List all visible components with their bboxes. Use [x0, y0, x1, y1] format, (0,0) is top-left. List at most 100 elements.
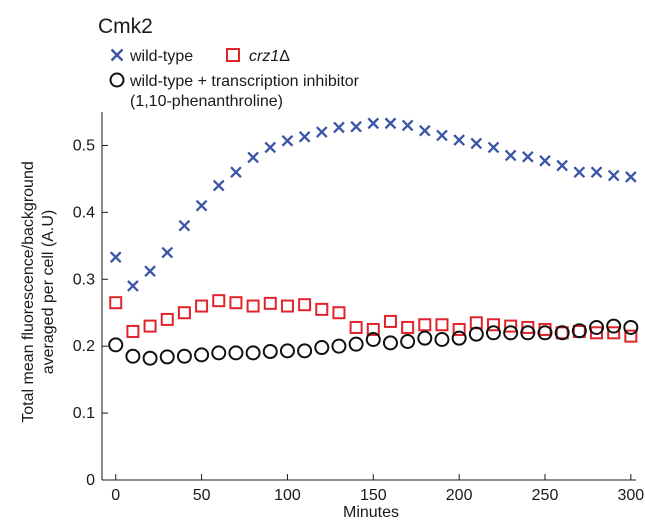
data-point-wild-type	[436, 129, 448, 142]
x-ticks: 0 50 100 150 200 250 300	[111, 474, 644, 504]
data-point-wild-type	[109, 251, 122, 264]
data-point-inhibitor	[365, 331, 381, 347]
data-point-wild-type	[350, 120, 362, 133]
data-point-inhibitor	[314, 340, 330, 356]
x-tick-label: 150	[360, 487, 387, 504]
data-point-wild-type	[195, 199, 208, 212]
legend-marker-crz1	[226, 48, 240, 62]
x-tick-label: 200	[446, 487, 473, 504]
data-point-inhibitor	[228, 345, 244, 361]
data-point-wild-type	[178, 219, 191, 232]
data-point-crz1	[177, 306, 191, 320]
data-point-crz1	[280, 299, 294, 313]
data-point-inhibitor	[554, 325, 570, 341]
data-point-crz1	[315, 302, 329, 316]
data-point-wild-type	[333, 121, 345, 134]
data-point-inhibitor	[606, 318, 622, 334]
data-point-crz1	[229, 296, 243, 310]
data-point-crz1	[298, 298, 312, 312]
data-point-crz1	[452, 322, 466, 336]
y-tick-label: 0.3	[73, 271, 95, 288]
data-point-wild-type	[367, 117, 380, 130]
data-point-crz1	[401, 320, 415, 334]
data-point-wild-type	[556, 159, 568, 172]
legend-marker-wild-type	[110, 48, 124, 62]
y-tick-label: 0.4	[73, 204, 95, 221]
data-point-inhibitor	[485, 325, 501, 341]
y-axis-label: Total mean fluorescence/background avera…	[20, 161, 57, 423]
data-point-inhibitor	[537, 325, 553, 341]
x-tick-label: 250	[532, 487, 559, 504]
series-2	[108, 318, 639, 366]
data-point-crz1	[143, 319, 157, 333]
data-point-inhibitor	[571, 323, 587, 339]
data-point-wild-type	[487, 141, 500, 154]
data-point-wild-type	[315, 126, 328, 138]
data-point-inhibitor	[159, 349, 175, 365]
data-point-inhibitor	[623, 319, 639, 335]
legend-marker-inhibitor	[109, 72, 125, 88]
data-point-inhibitor	[176, 348, 192, 364]
data-point-inhibitor	[211, 345, 227, 361]
data-point-crz1	[109, 296, 123, 310]
x-tick-label: 300	[617, 487, 644, 504]
data-point-wild-type	[230, 166, 242, 179]
x-tick-label: 100	[274, 487, 301, 504]
data-point-crz1	[195, 299, 209, 313]
data-point-crz1	[332, 306, 346, 320]
data-point-wild-type	[625, 171, 637, 183]
data-point-inhibitor	[400, 333, 416, 349]
chart-title: Cmk2	[98, 15, 153, 38]
data-point-wild-type	[470, 137, 483, 150]
data-point-inhibitor	[331, 338, 347, 354]
data-point-crz1	[383, 314, 397, 328]
x-axis-label: Minutes	[343, 504, 399, 521]
data-point-wild-type	[453, 134, 465, 146]
y-ticks: 0 0.1 0.2 0.3 0.4 0.5	[73, 137, 108, 489]
data-point-inhibitor	[451, 330, 467, 346]
data-point-crz1	[263, 296, 277, 310]
data-point-crz1	[349, 320, 363, 334]
y-tick-label: 0	[86, 472, 95, 489]
data-point-wild-type	[522, 151, 534, 163]
y-tick-label: 0.2	[73, 338, 95, 355]
data-point-wild-type	[264, 141, 277, 154]
data-point-inhibitor	[108, 337, 124, 353]
y-tick-label: 0.5	[73, 137, 95, 154]
data-point-crz1	[435, 318, 449, 332]
plot-points	[108, 117, 639, 366]
data-point-wild-type	[247, 151, 259, 164]
y-tick-label: 0.1	[73, 405, 95, 422]
data-point-crz1	[590, 326, 604, 340]
data-point-wild-type	[607, 169, 620, 182]
data-point-inhibitor	[279, 343, 295, 359]
data-point-wild-type	[504, 149, 517, 162]
data-point-wild-type	[573, 166, 586, 179]
data-point-inhibitor	[245, 345, 261, 361]
data-point-inhibitor	[194, 347, 210, 363]
legend: wild-type crz1Δ wild-type + transcriptio…	[109, 48, 360, 110]
legend-label-wild-type: wild-type	[129, 48, 193, 65]
data-point-inhibitor	[589, 319, 605, 335]
data-point-crz1	[624, 329, 638, 343]
data-point-crz1	[246, 299, 260, 313]
data-point-crz1	[212, 294, 226, 308]
x-tick-label: 0	[111, 487, 120, 504]
data-point-wild-type	[418, 124, 431, 137]
data-point-wild-type	[127, 280, 139, 292]
data-point-crz1	[366, 322, 380, 336]
data-point-wild-type	[384, 117, 397, 130]
legend-label-inhibitor: wild-type + transcription inhibitor	[129, 73, 360, 90]
data-point-wild-type	[281, 134, 294, 147]
data-point-wild-type	[539, 155, 551, 167]
data-point-inhibitor	[503, 325, 519, 341]
data-point-crz1	[418, 318, 432, 332]
data-point-wild-type	[590, 166, 603, 179]
data-point-wild-type	[298, 130, 311, 143]
data-point-inhibitor	[348, 336, 364, 352]
data-point-crz1	[504, 319, 518, 333]
data-point-wild-type	[161, 246, 174, 259]
legend-label-inhibitor-line2: (1,10-phenanthroline)	[130, 93, 283, 110]
data-point-inhibitor	[262, 344, 278, 360]
